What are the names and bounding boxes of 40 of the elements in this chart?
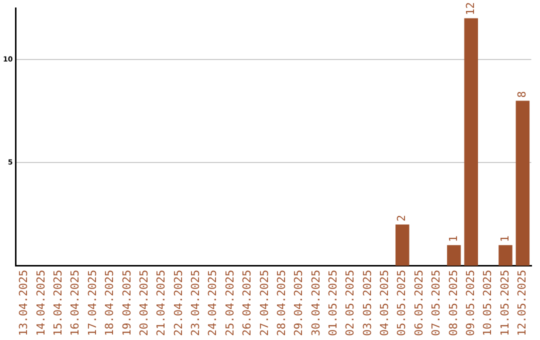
x-tick-label: 10.05.2025 xyxy=(481,270,494,336)
x-tick-label: 27.04.2025 xyxy=(258,270,271,336)
x-tick-label: 19.04.2025 xyxy=(120,270,134,336)
x-tick-label: 07.05.2025 xyxy=(430,270,443,336)
x-tick-label: 21.04.2025 xyxy=(154,270,168,336)
x-tick-label: 05.05.2025 xyxy=(395,270,408,336)
x-tick-label: 20.04.2025 xyxy=(137,270,150,336)
data-label: 1 xyxy=(446,236,460,242)
x-tick-label: 25.04.2025 xyxy=(223,270,236,336)
x-tick-label: 26.04.2025 xyxy=(240,270,254,336)
x-tick-label: 22.04.2025 xyxy=(172,270,185,336)
bar xyxy=(498,245,512,266)
bar xyxy=(464,18,478,266)
bar xyxy=(396,224,410,266)
x-tick-label: 29.04.2025 xyxy=(292,270,306,336)
x-tick-label: 04.05.2025 xyxy=(378,270,392,336)
x-tick-label: 03.05.2025 xyxy=(360,270,374,336)
x-tick-label: 13.04.2025 xyxy=(17,270,30,336)
data-label: 12 xyxy=(464,2,477,16)
x-tick-label: 01.05.2025 xyxy=(326,270,340,336)
bar xyxy=(516,100,530,266)
x-tick-label: 23.04.2025 xyxy=(189,270,202,336)
x-tick-label: 12.05.2025 xyxy=(516,270,529,336)
x-tick-label: 11.05.2025 xyxy=(498,270,512,336)
data-label: 2 xyxy=(395,214,408,222)
x-tick-label: 09.05.2025 xyxy=(464,270,477,336)
x-tick-label: 16.04.2025 xyxy=(68,270,82,336)
x-tick-label: 24.04.2025 xyxy=(206,270,220,336)
x-tick-label: 30.04.2025 xyxy=(309,270,322,336)
bar xyxy=(447,245,461,266)
x-tick-label: 15.04.2025 xyxy=(52,270,65,336)
data-label: 8 xyxy=(516,91,529,98)
x-tick-label: 14.04.2025 xyxy=(34,270,48,336)
x-tick-label: 18.04.2025 xyxy=(103,270,116,336)
x-tick-label: 17.04.2025 xyxy=(86,270,99,336)
x-tick-label: 02.05.2025 xyxy=(344,270,357,336)
x-tick-label: 06.05.2025 xyxy=(412,270,426,336)
data-label: 1 xyxy=(498,236,512,242)
x-tick-label: 28.04.2025 xyxy=(274,270,288,336)
x-tick-label: 08.05.2025 xyxy=(446,270,460,336)
